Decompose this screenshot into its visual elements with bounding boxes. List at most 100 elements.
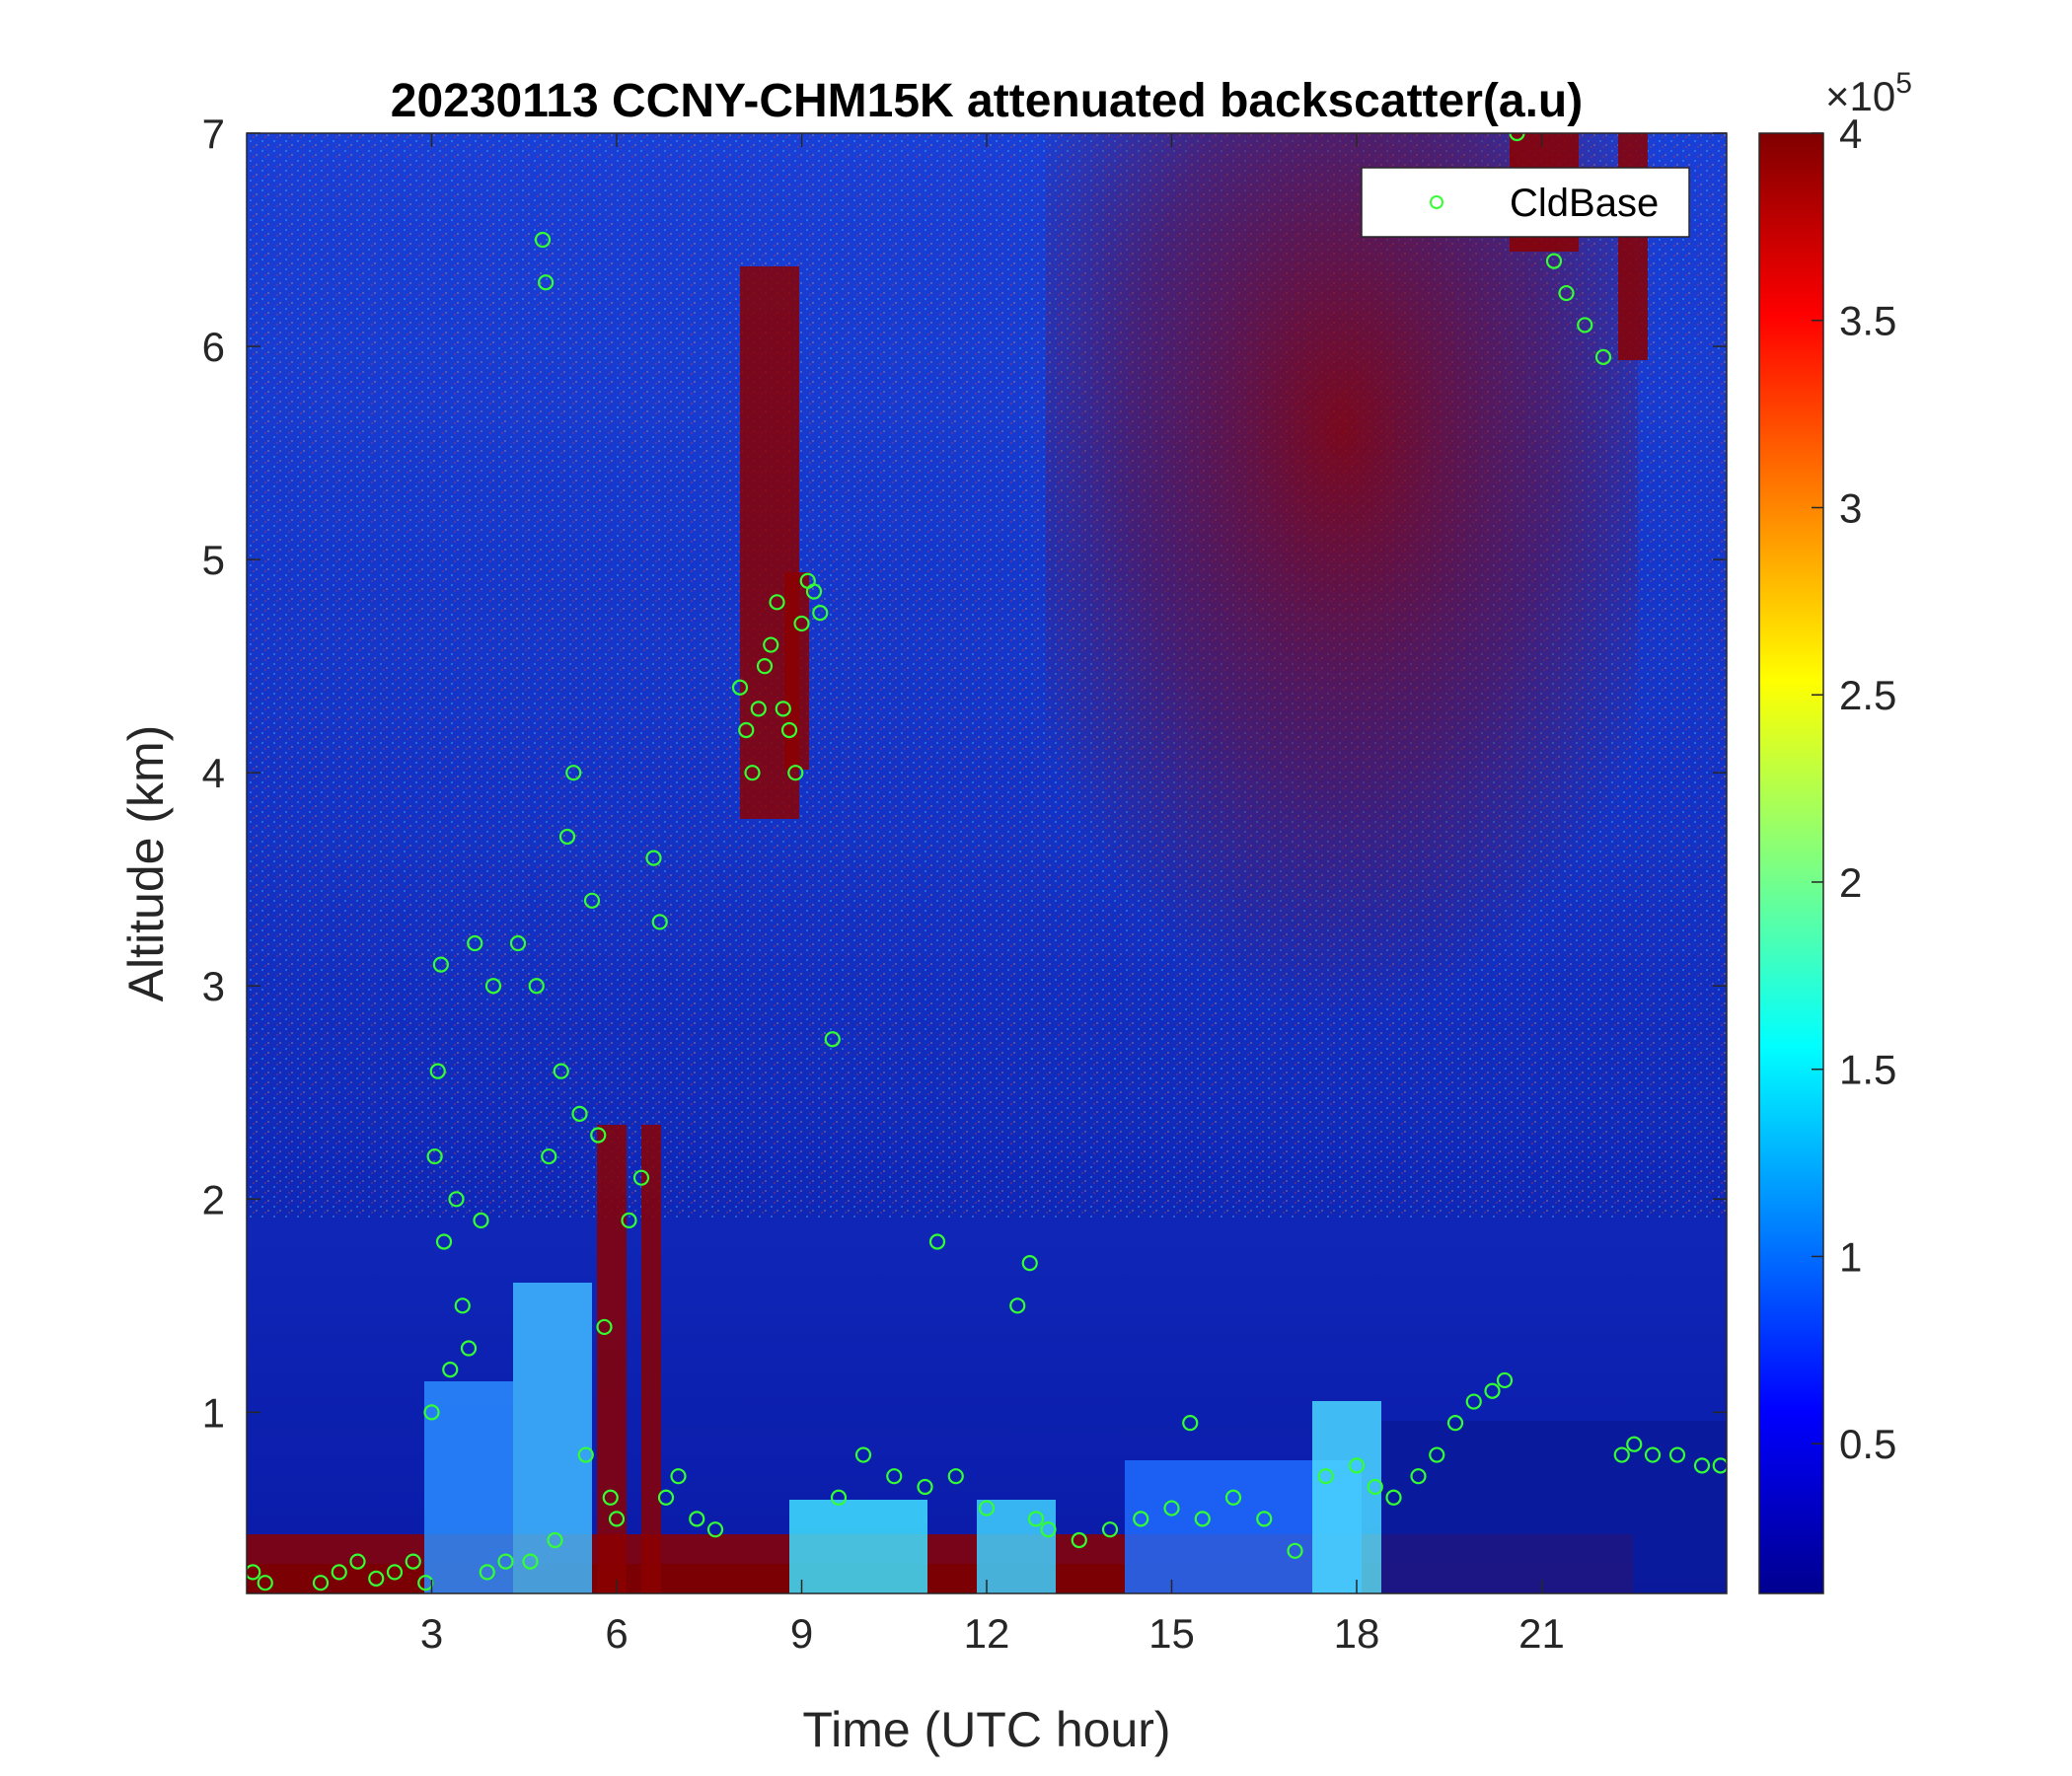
legend-box [1361,167,1690,238]
cldbase-point [541,1147,557,1165]
cldbase-point [565,765,582,781]
cldbase-point [706,1521,724,1538]
cldbase-point [670,1468,687,1485]
cldbase-point [448,1191,465,1208]
cldbase-point [522,1553,539,1570]
cldbase-point [1182,1415,1199,1432]
cldbase-point [608,1511,626,1527]
cldbase-point [247,1564,261,1581]
colorbar-tick-label: 1 [1839,1233,1862,1280]
cldbase-point [1410,1468,1427,1485]
cldbase-point [947,1468,964,1485]
cldbase-point [689,1511,705,1527]
cldbase-point [632,1169,650,1186]
cldbase-point [1256,1511,1273,1527]
cldbase-point [497,1553,514,1570]
cldbase-point [928,1233,946,1250]
colorbar-tick-label: 4 [1839,111,1862,157]
x-tick-label: 12 [964,1610,1010,1657]
y-tick-label: 6 [202,324,225,370]
cldbase-point [1367,1478,1383,1496]
cldbase-point [602,1489,619,1506]
cldbase-point [780,721,798,739]
cldbase-point [1317,1468,1334,1485]
cldbase-point [917,1478,933,1496]
cldbase-point [1446,1415,1464,1432]
cldbase-point [1594,348,1612,365]
cldbase-point [426,1147,443,1165]
backscatter-feature-5 [641,1125,661,1593]
cldbase-point [571,1105,588,1122]
cldbase-point [460,1340,478,1357]
cldbase-point [763,636,779,653]
cldbase-point [1101,1521,1119,1538]
backscatter-feature-3 [513,1283,592,1593]
cldbase-point [534,231,552,249]
cldbase-point [1021,1255,1038,1272]
cldbase-point [812,605,829,622]
colorbar-tick-label: 0.5 [1839,1421,1896,1467]
cldbase-point [432,956,449,973]
cldbase-point [1626,1436,1643,1452]
cldbase-point [583,892,601,909]
cldbase-point [467,934,483,952]
backscatter-feature-9 [1312,1401,1381,1593]
cldbase-point [312,1575,330,1591]
plot-area [247,133,1727,1593]
y-tick-label: 1 [202,1389,225,1436]
chart-title: 20230113 CCNY-CHM15K attenuated backscat… [391,75,1583,127]
cldbase-point [349,1553,366,1570]
cldbase-point [547,1531,563,1549]
colorbar-ticks: 0.5 1 1.5 2 2.5 3 3.5 4 [1812,111,1896,1467]
colorbar-tick-label: 2.5 [1839,672,1896,718]
x-tick-label: 18 [1334,1610,1380,1657]
y-tick-label: 5 [202,537,225,583]
cldbase-point [1027,1511,1045,1527]
cldbase-point [509,934,527,952]
y-tick-label: 2 [202,1176,225,1222]
cldbase-point [731,679,749,696]
backscatter-feature-2 [424,1381,513,1593]
x-axis-label: Time (UTC hour) [802,1702,1170,1757]
cldbase-point [769,594,785,611]
cldbase-point [386,1564,404,1581]
legend: CldBase [1361,167,1690,238]
cldbase-point [1545,253,1563,269]
backscatter-feature-6 [789,1500,927,1593]
y-axis: 1 2 3 4 5 6 7 [202,111,1727,1436]
cldbase-point [787,765,804,781]
cldbase-point [824,1031,841,1048]
cldbase-point [657,1489,675,1506]
cldbase-point [651,914,668,930]
cldbase-point [1348,1457,1366,1474]
cldbase-point [886,1468,903,1485]
x-tick-label: 3 [420,1610,443,1657]
cldbase-point [978,1500,996,1517]
colorbar-multiplier-base: ×10 [1825,73,1895,119]
cldbase-point [1577,317,1593,333]
cldbase-point [368,1570,385,1587]
cldbase-point [1287,1542,1303,1559]
colorbar-tick-label: 2 [1839,859,1862,906]
x-tick-label: 6 [605,1610,628,1657]
cldbase-point [830,1489,848,1506]
colorbar-tick-label: 3 [1839,484,1862,531]
cldbase-point [738,721,755,739]
cldbase-point [793,615,810,632]
cldbase-point [1712,1457,1727,1474]
cldbase-point [257,1575,273,1591]
y-tick-label: 4 [202,750,225,796]
y-tick-label: 3 [202,963,225,1009]
cldbase-point [479,1564,495,1581]
colorbar-tick-label: 1.5 [1839,1047,1896,1093]
cldbase-point [756,658,774,675]
x-tick-label: 15 [1148,1610,1195,1657]
cldbase-point [1484,1382,1501,1399]
cldbase-point [577,1446,594,1463]
cldbase-point [596,1318,613,1336]
cldbase-point [484,978,502,995]
cldbase-point [1133,1511,1149,1527]
colorbar-tick-label: 3.5 [1839,298,1896,344]
cldbase-point [454,1297,471,1314]
